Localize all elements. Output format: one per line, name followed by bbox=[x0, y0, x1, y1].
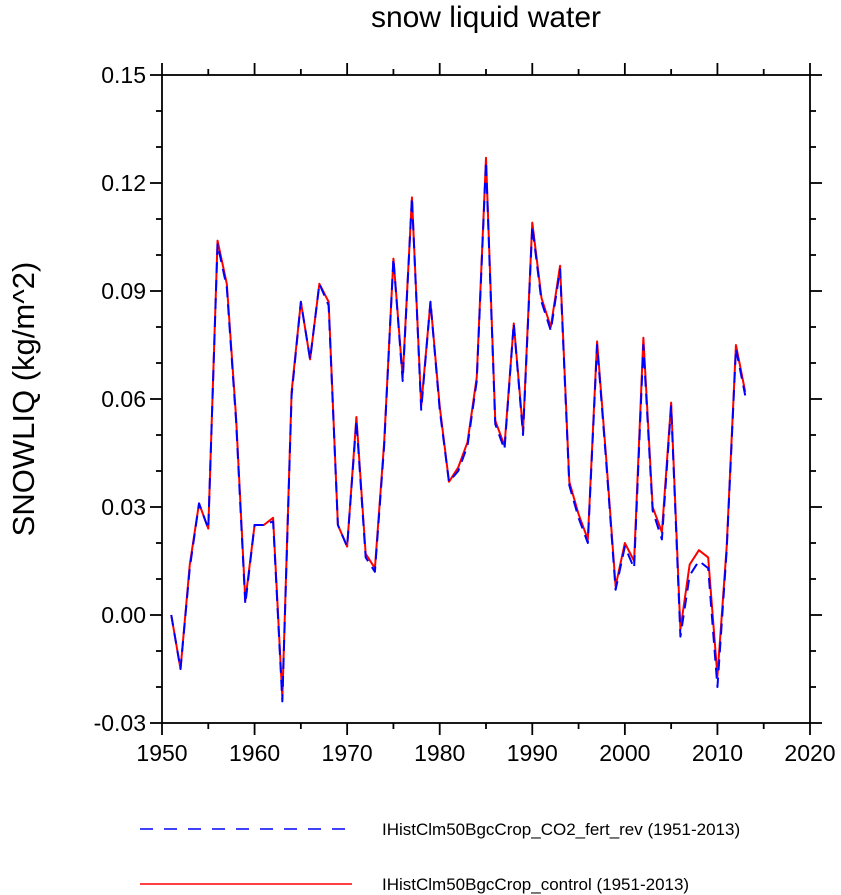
y-tick-label: 0.00 bbox=[101, 602, 146, 628]
y-tick-label: 0.03 bbox=[101, 494, 146, 520]
y-tick-label: 0.12 bbox=[101, 170, 146, 196]
y-tick-label: 0.09 bbox=[101, 278, 146, 304]
x-tick-label: 1980 bbox=[414, 740, 465, 766]
y-tick-label: 0.06 bbox=[101, 386, 146, 412]
x-tick-label: 1990 bbox=[507, 740, 558, 766]
chart-title: snow liquid water bbox=[371, 1, 601, 34]
x-tick-label: 1950 bbox=[136, 740, 187, 766]
y-tick-label: 0.15 bbox=[101, 62, 146, 88]
x-tick-label: 2010 bbox=[692, 740, 743, 766]
legend-label: IHistClm50BgcCrop_control (1951-2013) bbox=[382, 875, 689, 894]
series-line bbox=[170, 156, 747, 699]
y-axis-label: SNOWLIQ (kg/m^2) bbox=[6, 262, 41, 537]
x-tick-label: 2020 bbox=[784, 740, 835, 766]
series-line bbox=[170, 160, 747, 703]
y-tick-label: -0.03 bbox=[94, 710, 146, 736]
axis-ticks: 1950 1960 1970 1980 1990 2000 2010 2020 -0.03 0.0… bbox=[94, 62, 836, 766]
legend: IHistClm50BgcCrop_CO2_fert_rev (1951-201… bbox=[140, 820, 740, 894]
x-tick-label: 1960 bbox=[229, 740, 280, 766]
legend-label: IHistClm50BgcCrop_CO2_fert_rev (1951-201… bbox=[382, 820, 740, 839]
x-tick-label: 2000 bbox=[599, 740, 650, 766]
series-lines bbox=[170, 156, 747, 703]
x-tick-label: 1970 bbox=[322, 740, 373, 766]
plot-frame bbox=[161, 74, 811, 724]
